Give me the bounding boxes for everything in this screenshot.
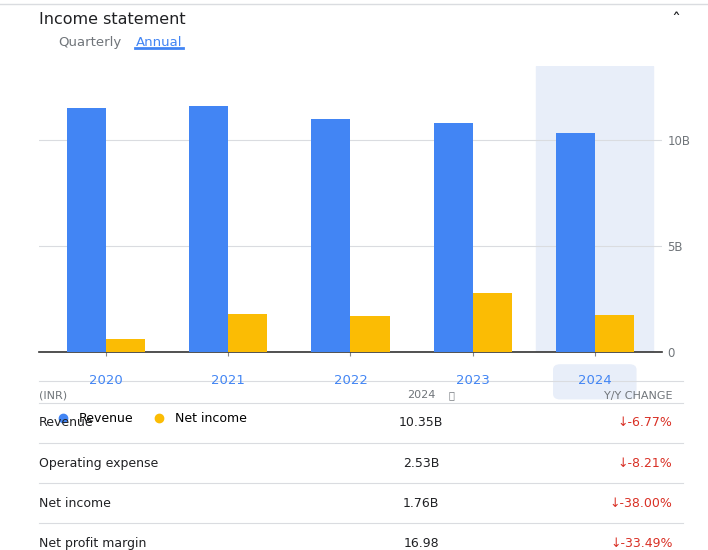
Text: ˆ: ˆ [672, 12, 680, 30]
Bar [67, 108, 106, 352]
Text: Y/Y CHANGE: Y/Y CHANGE [604, 390, 673, 400]
Text: 2020: 2020 [89, 374, 123, 387]
Text: Net income: Net income [39, 497, 111, 510]
Text: 2023: 2023 [456, 374, 489, 387]
Text: ⓘ: ⓘ [448, 390, 454, 400]
Text: (INR): (INR) [39, 390, 67, 400]
Bar [312, 119, 350, 352]
Text: 2.53B: 2.53B [403, 456, 440, 470]
Text: 2021: 2021 [212, 374, 245, 387]
Text: ↓-8.21%: ↓-8.21% [618, 456, 673, 470]
Legend: Revenue, Net income: Revenue, Net income [45, 407, 251, 430]
Text: ↓-6.77%: ↓-6.77% [617, 416, 673, 430]
Text: Annual: Annual [136, 36, 183, 50]
Text: Income statement: Income statement [39, 12, 185, 27]
Text: 2024: 2024 [578, 374, 612, 387]
Text: 10.35B: 10.35B [399, 416, 443, 430]
Bar [536, 66, 653, 352]
Bar [106, 339, 145, 352]
Text: Operating expense: Operating expense [39, 456, 158, 470]
Bar [433, 123, 473, 352]
Text: 2022: 2022 [333, 374, 367, 387]
Text: ↓-33.49%: ↓-33.49% [610, 537, 673, 550]
Text: 2024: 2024 [407, 390, 435, 400]
Bar [228, 314, 268, 352]
Text: Net profit margin: Net profit margin [39, 537, 147, 550]
Text: 1.76B: 1.76B [403, 497, 440, 510]
Bar [595, 315, 634, 352]
Bar [473, 293, 512, 352]
Text: Revenue: Revenue [39, 416, 93, 430]
Text: Quarterly: Quarterly [58, 36, 121, 50]
Bar [189, 106, 228, 352]
Bar [350, 316, 389, 352]
Bar [556, 133, 595, 352]
Text: ↓-38.00%: ↓-38.00% [610, 497, 673, 510]
Text: 16.98: 16.98 [404, 537, 439, 550]
